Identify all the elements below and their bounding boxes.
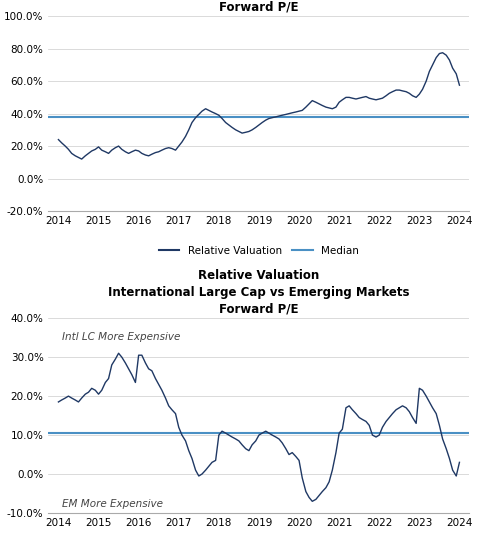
- Text: EM More Expensive: EM More Expensive: [62, 500, 164, 509]
- Title: Relative Valuation
International Large Cap vs Emerging Markets
Forward P/E: Relative Valuation International Large C…: [108, 268, 409, 315]
- Legend: Relative Valuation, Median: Relative Valuation, Median: [154, 241, 363, 260]
- Text: Intl LC More Expensive: Intl LC More Expensive: [62, 332, 181, 342]
- Title: Relative Valuation
US Large Cap vs International Large Cap
Forward P/E: Relative Valuation US Large Cap vs Inter…: [124, 0, 394, 14]
